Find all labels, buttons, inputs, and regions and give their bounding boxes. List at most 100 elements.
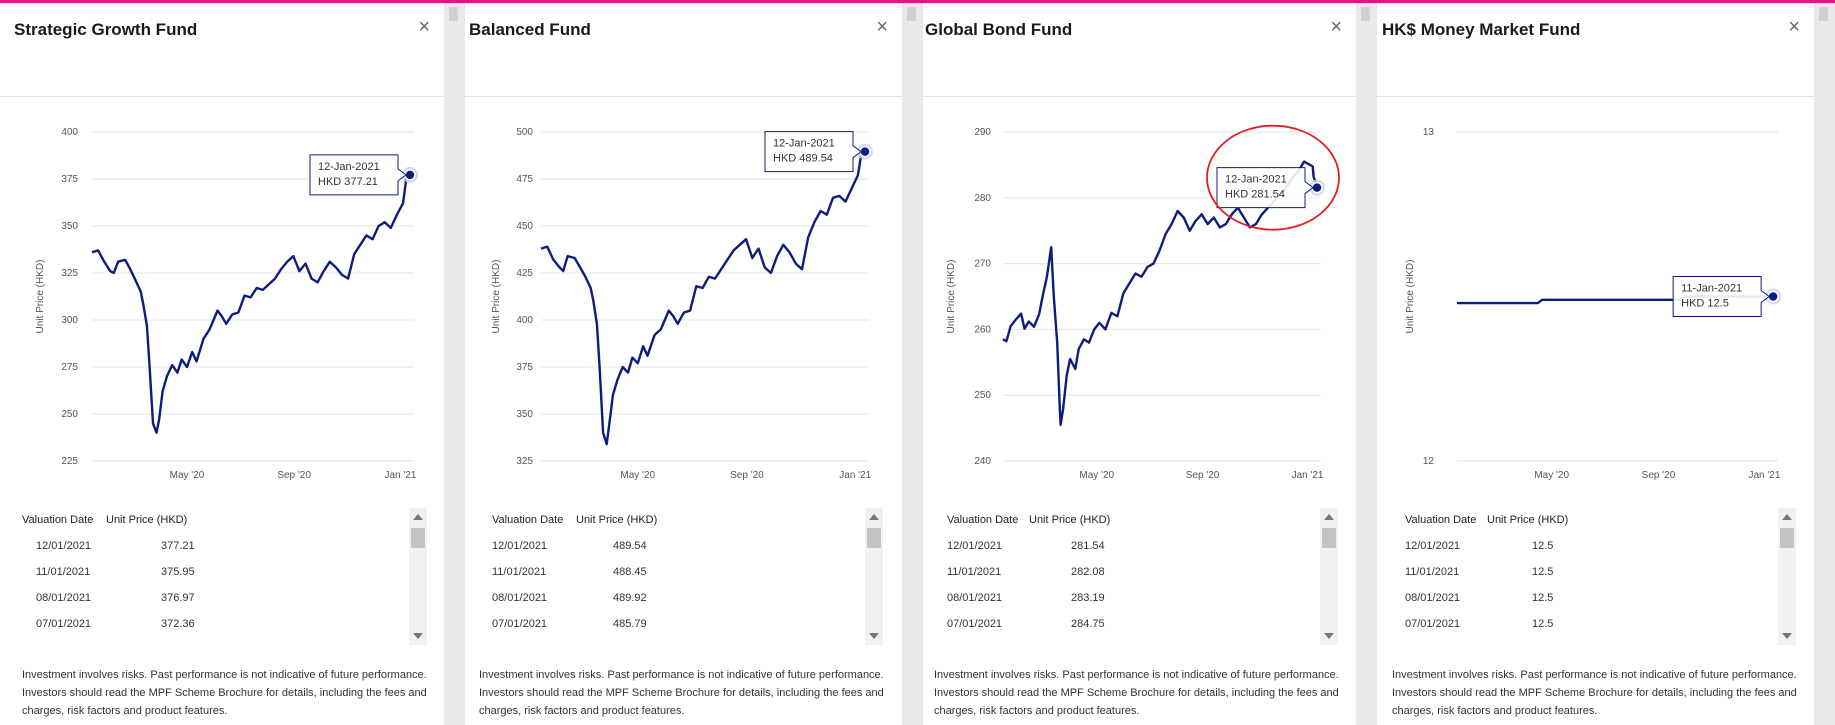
row-date: 08/01/2021 (36, 592, 92, 604)
table-row: 07/01/2021 372.36 (22, 612, 402, 638)
price-chart[interactable]: 500 475 450 425 400 375 350 325 Unit Price (HKD)… (465, 97, 902, 502)
y-tick-label: 300 (61, 315, 78, 326)
y-tick-label: 500 (516, 127, 533, 138)
panel-scrollbar[interactable] (1356, 3, 1377, 725)
table-row: 08/01/2021 489.92 (492, 586, 872, 612)
x-tick-label: Jan '21 (1748, 470, 1780, 481)
scroll-thumb[interactable] (449, 7, 458, 21)
series-line[interactable] (540, 149, 867, 446)
x-tick-label: Sep '20 (730, 470, 764, 481)
price-chart[interactable]: 400 375 350 325 300 275 250 225 Unit Price (HKD)… (0, 97, 444, 502)
panel-scrollbar[interactable] (444, 3, 465, 725)
row-price: 375.95 (161, 566, 195, 578)
y-tick-label: 290 (974, 127, 991, 138)
row-date: 12/01/2021 (1405, 540, 1461, 552)
row-date: 08/01/2021 (492, 592, 548, 604)
panel-scrollbar[interactable] (902, 3, 923, 725)
x-tick-label: May '20 (1534, 470, 1569, 481)
panel-title: HK$ Money Market Fund (1382, 20, 1581, 39)
table-row: 12/01/2021 377.21 (22, 534, 402, 560)
y-tick-label: 325 (61, 268, 78, 279)
scroll-down-arrow-icon[interactable] (1782, 633, 1792, 639)
close-icon[interactable]: × (1330, 16, 1342, 38)
x-tick-label: May '20 (620, 470, 655, 481)
scroll-thumb[interactable] (1361, 7, 1370, 21)
scroll-thumb[interactable] (1780, 528, 1794, 548)
y-tick-label: 280 (974, 193, 991, 204)
tooltip-value: HKD 489.54 (773, 153, 833, 165)
top-accent-bar (0, 0, 1835, 3)
scroll-down-arrow-icon[interactable] (1324, 633, 1334, 639)
row-price: 12.5 (1532, 618, 1554, 630)
panel-title: Balanced Fund (469, 20, 591, 39)
scroll-thumb[interactable] (1819, 7, 1828, 21)
table-row: 08/01/2021 376.97 (22, 586, 402, 612)
panel-title: Global Bond Fund (925, 20, 1073, 39)
row-date: 08/01/2021 (1405, 592, 1461, 604)
table-scrollbar[interactable] (1320, 508, 1338, 645)
y-tick-label: 275 (61, 362, 78, 373)
divider (1377, 96, 1814, 97)
col-unit-price: Unit Price (HKD) (106, 514, 188, 526)
scroll-down-arrow-icon[interactable] (869, 633, 879, 639)
scroll-down-arrow-icon[interactable] (413, 633, 423, 639)
close-icon[interactable]: × (876, 16, 888, 38)
panel-title: Strategic Growth Fund (14, 20, 198, 39)
row-date: 08/01/2021 (947, 592, 1003, 604)
table-row: 08/01/2021 12.5 (1405, 586, 1785, 612)
col-valuation-date: Valuation Date (492, 514, 564, 526)
tooltip-date: 12-Jan-2021 (318, 161, 380, 173)
x-tick-label: Sep '20 (1186, 470, 1220, 481)
close-icon[interactable]: × (418, 16, 430, 38)
table-header: Valuation Date Unit Price (HKD) (1405, 508, 1785, 534)
tooltip-date: 12-Jan-2021 (1225, 174, 1287, 186)
x-tick-label: Jan '21 (839, 470, 871, 481)
tooltip-value: HKD 281.54 (1225, 189, 1285, 201)
row-price: 372.36 (161, 618, 195, 630)
tooltip-box (309, 154, 407, 196)
scroll-up-arrow-icon[interactable] (413, 514, 423, 520)
y-tick-label: 375 (516, 362, 533, 373)
scroll-up-arrow-icon[interactable] (1782, 514, 1792, 520)
scroll-up-arrow-icon[interactable] (1324, 514, 1334, 520)
price-table[interactable]: Valuation Date Unit Price (HKD) 12/01/20… (947, 508, 1327, 646)
row-date: 11/01/2021 (1405, 566, 1460, 578)
table-scrollbar[interactable] (1778, 508, 1796, 645)
tooltip-date: 11-Jan-2021 (1681, 283, 1742, 295)
col-unit-price: Unit Price (HKD) (1487, 514, 1569, 526)
price-table[interactable]: Valuation Date Unit Price (HKD) 12/01/20… (22, 508, 402, 646)
y-tick-label: 13 (1423, 127, 1435, 138)
table-scrollbar[interactable] (409, 508, 427, 645)
close-icon[interactable]: × (1788, 16, 1800, 38)
y-tick-label: 350 (516, 409, 533, 420)
scroll-thumb[interactable] (1322, 528, 1336, 548)
annotation-circle (1206, 124, 1340, 231)
x-tick-label: May '20 (170, 470, 205, 481)
scroll-thumb[interactable] (411, 528, 425, 548)
x-tick-label: Sep '20 (277, 470, 311, 481)
row-price: 488.45 (613, 566, 647, 578)
disclaimer: Investment involves risks. Past performa… (22, 669, 427, 717)
table-row: 08/01/2021 283.19 (947, 586, 1327, 612)
y-tick-label: 350 (61, 221, 78, 232)
fund-panel-strategic-growth: Strategic Growth Fund × 400 375 350 325 300 2… (0, 3, 444, 725)
panel-scrollbar[interactable] (1814, 3, 1835, 725)
y-tick-label: 270 (974, 259, 991, 270)
row-price: 12.5 (1532, 540, 1554, 552)
y-tick-label: 475 (516, 174, 533, 185)
scroll-up-arrow-icon[interactable] (869, 514, 879, 520)
row-date: 07/01/2021 (36, 618, 92, 630)
price-table[interactable]: Valuation Date Unit Price (HKD) 12/01/20… (492, 508, 872, 646)
y-tick-label: 225 (61, 456, 78, 467)
price-chart[interactable]: 13 12 Unit Price (HKD) May '20 Sep '20 Jan '2… (1377, 97, 1814, 502)
price-chart[interactable]: 290 280 270 260 250 240 Unit Price (HKD) May '2… (923, 97, 1356, 502)
row-price: 489.92 (613, 592, 647, 604)
series-line[interactable] (91, 174, 412, 434)
scroll-thumb[interactable] (907, 7, 916, 21)
price-table[interactable]: Valuation Date Unit Price (HKD) 12/01/20… (1405, 508, 1785, 646)
y-tick-label: 250 (61, 409, 78, 420)
table-row: 11/01/2021 12.5 (1405, 560, 1785, 586)
scroll-thumb[interactable] (867, 528, 881, 548)
table-scrollbar[interactable] (865, 508, 883, 645)
col-unit-price: Unit Price (HKD) (576, 514, 658, 526)
